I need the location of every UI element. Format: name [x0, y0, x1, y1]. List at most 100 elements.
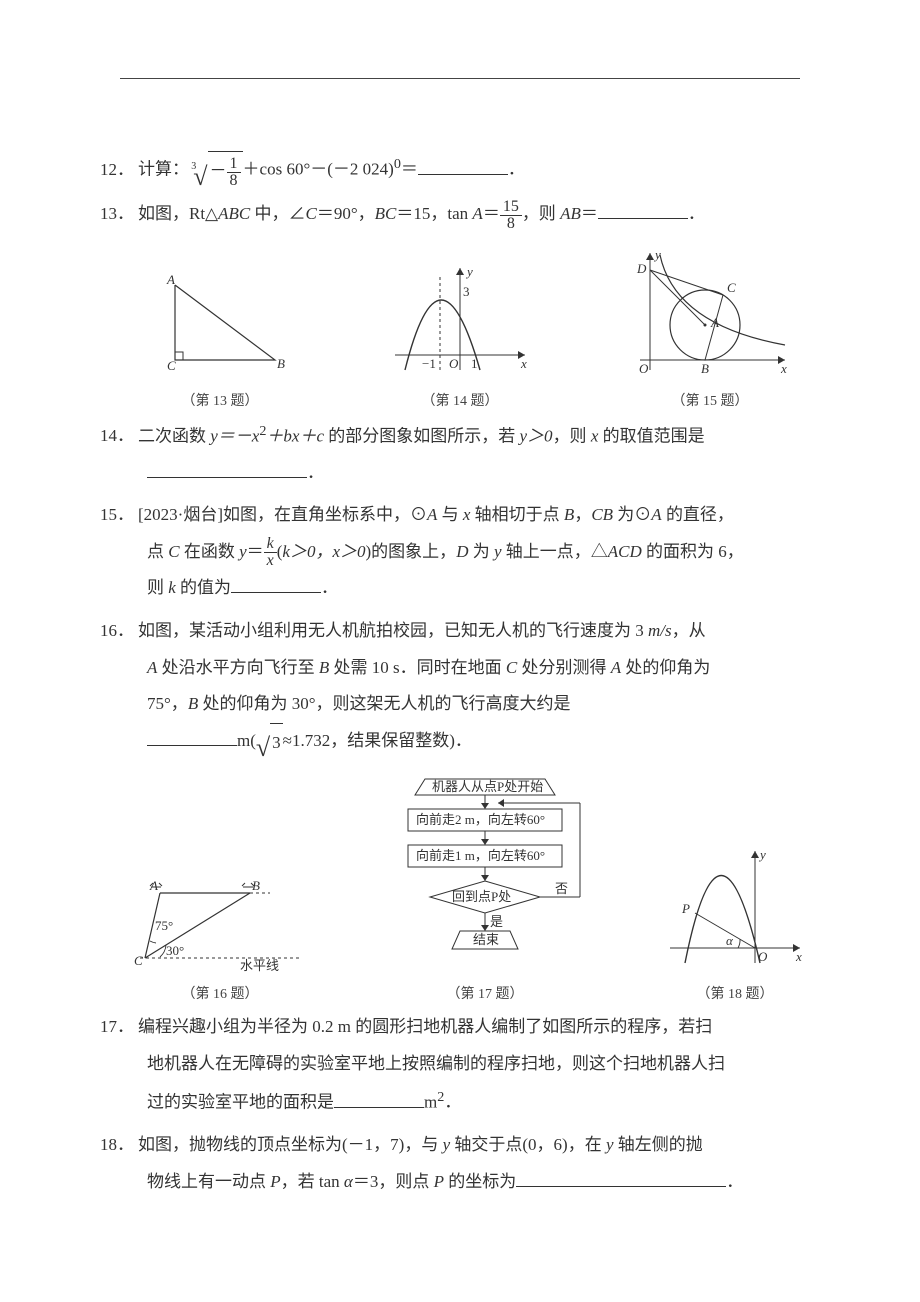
- q15-t10: )的图象上，: [366, 542, 457, 561]
- q18-l2c: ＝3，则点: [353, 1172, 434, 1191]
- q15-tag: [2023·烟台]: [138, 505, 223, 524]
- q18-period: ．: [726, 1172, 743, 1191]
- q15-cond: k＞0，x＞0: [282, 542, 365, 561]
- q15-t11: 为: [468, 542, 494, 561]
- figure-17: 机器人从点P处开始 向前走2 m，向左转60° 向前走1 m，向左转60° 回到…: [370, 773, 600, 1003]
- q14-cond: y＞0: [520, 426, 553, 445]
- fig16-30: 30°: [166, 943, 184, 958]
- q13-period: ．: [688, 204, 705, 223]
- fig15-A: A: [710, 315, 719, 330]
- figure-18: y x O P α （第 18 题）: [660, 843, 810, 1003]
- q12-frac-num: 1: [227, 156, 241, 172]
- q13-frac-den: 8: [500, 215, 522, 232]
- q18-l1: 如图，抛物线的顶点坐标为(－1，7)，与: [138, 1135, 443, 1154]
- fig17-svg: 机器人从点P处开始 向前走2 m，向左转60° 向前走1 m，向左转60° 回到…: [370, 773, 600, 973]
- fig16-C: C: [134, 953, 143, 968]
- q18-y2: y: [606, 1135, 614, 1154]
- q13-t1: 如图，Rt△: [138, 204, 218, 223]
- q16-C: C: [506, 658, 517, 677]
- q16-blank: [147, 728, 237, 746]
- q14-t5: 的取值范围是: [598, 426, 704, 445]
- q15-period: ．: [321, 578, 338, 597]
- fig13-B: B: [277, 356, 285, 371]
- fig13-C: C: [167, 358, 176, 373]
- q16-l1: 如图，某活动小组利用无人机航拍校园，已知无人机的飞行速度为 3: [138, 621, 648, 640]
- figure-14: y x O 3 −1 1 （第 14 题）: [385, 260, 535, 410]
- q15-A1: A: [427, 505, 437, 524]
- q15-t12: 轴上一点，△: [502, 542, 608, 561]
- q15-t4: ，: [574, 505, 591, 524]
- fig18-O: O: [758, 949, 768, 964]
- figure-row-1: A B C （第 13 题） y x O 3 −1 1 （第 14 题）: [100, 245, 840, 410]
- q13-bc: BC: [375, 204, 397, 223]
- q16-l4a: m(: [237, 731, 256, 750]
- fig13-svg: A B C: [145, 270, 295, 380]
- fig18-alpha: α: [726, 933, 734, 948]
- q17-l1: 编程兴趣小组为半径为 0.2 m 的圆形扫地机器人编制了如图所示的程序，若扫: [138, 1017, 712, 1036]
- q16-l2b: 处沿水平方向飞行至: [157, 658, 319, 677]
- root-index: 3: [191, 162, 196, 172]
- q15-t15: 的值为: [176, 578, 231, 597]
- q12-blank: [418, 157, 508, 175]
- fig14-m1: −1: [422, 356, 436, 371]
- fig17-no: 否: [555, 881, 568, 896]
- q16-B2: B: [188, 694, 198, 713]
- fig14-y: y: [465, 264, 473, 279]
- q13-frac-num: 15: [500, 199, 522, 215]
- q13-c: C: [306, 204, 317, 223]
- figure-13: A B C （第 13 题）: [145, 270, 295, 410]
- fig18-y: y: [758, 847, 766, 862]
- q13-t2: 中，∠: [250, 204, 305, 223]
- fig17-caption: （第 17 题）: [447, 983, 524, 1003]
- q17-number: 17．: [100, 1009, 138, 1046]
- q16-l2d: 处分别测得: [517, 658, 611, 677]
- q13-number: 13．: [100, 196, 138, 233]
- fig17-diamond: 回到点P处: [452, 889, 511, 904]
- fig16-ground: 水平线: [240, 958, 279, 973]
- cuberoot: 3√ －18: [193, 151, 242, 190]
- q15-y2: y: [494, 542, 502, 561]
- fig13-A: A: [166, 272, 175, 287]
- q12-eq: ＝: [401, 160, 418, 179]
- q18-alpha: α: [344, 1172, 353, 1191]
- q18-l2b: ，若 tan: [281, 1172, 344, 1191]
- fig14-O: O: [449, 356, 459, 371]
- fig16-75: 75°: [155, 918, 173, 933]
- q12-sup0: 0: [394, 156, 401, 172]
- q16-B: B: [319, 658, 329, 677]
- fig17-end: 结束: [473, 932, 499, 947]
- q17-unit: m: [424, 1093, 437, 1112]
- fig17-box2: 向前走2 m，向左转60°: [416, 812, 545, 827]
- q13-blank: [598, 201, 688, 219]
- q15-number: 15．: [100, 497, 138, 534]
- q14-number: 14．: [100, 418, 138, 455]
- q16-A: A: [147, 658, 157, 677]
- q16-l3a: 75°，: [147, 694, 188, 713]
- q16-approx: ≈1.732，结果保留整数)．: [283, 731, 472, 750]
- q16-number: 16．: [100, 613, 138, 650]
- q18-blank: [516, 1169, 726, 1187]
- q18-number: 18．: [100, 1127, 138, 1164]
- fig15-y: y: [653, 247, 661, 262]
- figure-16: A B C 75° 30° 水平线 （第 16 题）: [130, 863, 310, 1003]
- q14-t2: ＋bx＋c: [266, 426, 324, 445]
- q15-blank: [231, 575, 321, 593]
- q15-t8: 在函数: [180, 542, 240, 561]
- q15-ACD: ACD: [608, 542, 642, 561]
- fig15-O: O: [639, 361, 649, 376]
- top-rule: [120, 78, 800, 79]
- q14-t3: 的部分图象如图所示，若: [324, 426, 520, 445]
- q16-l2e: 处的仰角为: [621, 658, 710, 677]
- q18-l2a: 物线上有一动点: [147, 1172, 270, 1191]
- question-15: 15．[2023·烟台]如图，在直角坐标系中，⊙A 与 x 轴相切于点 B，CB…: [100, 497, 840, 607]
- q15-CB: CB: [591, 505, 613, 524]
- q14-t1: 二次函数: [138, 426, 210, 445]
- q18-l2d: 的坐标为: [444, 1172, 516, 1191]
- q16-ms: m/s: [648, 621, 672, 640]
- fig18-x: x: [795, 949, 802, 964]
- question-12: 12．计算： 3√ －18 ＋cos 60°－(－2 024)0＝．: [100, 149, 840, 190]
- q12-prefix: 计算：: [138, 160, 189, 179]
- q15-x2: x: [264, 552, 277, 569]
- q13-t3: ＝90°，: [317, 204, 375, 223]
- q15-t1: 如图，在直角坐标系中，⊙: [223, 505, 427, 524]
